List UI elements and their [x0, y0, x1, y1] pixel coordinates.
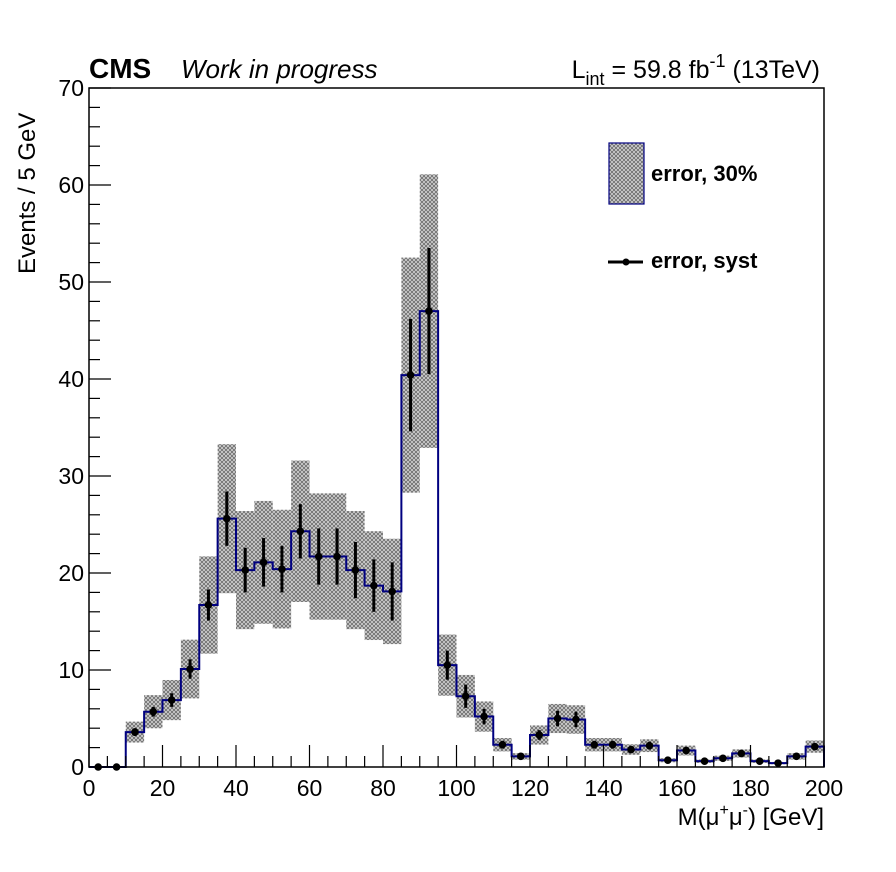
data-point — [737, 749, 746, 758]
xlabel-sup2: - — [743, 802, 748, 819]
points-layer — [94, 248, 819, 771]
data-point — [370, 581, 378, 590]
x-tick-label: 160 — [658, 775, 696, 801]
data-point — [388, 587, 396, 596]
data-point — [719, 754, 727, 763]
data-point — [774, 759, 782, 767]
data-point — [700, 757, 709, 765]
data-point — [351, 566, 360, 574]
x-tick-label: 20 — [150, 775, 176, 801]
y-tick-label: 40 — [58, 366, 84, 392]
y-tick-label: 30 — [58, 463, 84, 489]
x-tick-label: 140 — [584, 775, 622, 801]
data-point — [645, 741, 654, 750]
x-axis-title: M(μ+μ-) [GeV] — [678, 802, 824, 831]
x-tick-label: 120 — [511, 775, 549, 801]
x-tick-label: 0 — [83, 775, 96, 801]
data-point — [131, 728, 139, 736]
xlabel-prefix: M(μ — [678, 804, 720, 831]
x-tick-label: 180 — [731, 775, 769, 801]
lumi-suffix: (13TeV) — [726, 56, 820, 84]
data-point — [204, 601, 213, 609]
data-point — [553, 714, 562, 723]
data-point — [755, 757, 764, 765]
data-point — [278, 565, 286, 573]
data-point — [223, 514, 231, 523]
data-point — [149, 707, 158, 716]
data-point — [241, 566, 249, 574]
data-point — [572, 715, 580, 724]
x-ticks: 0 20 40 60 80 100 120 140 160 180 200 — [83, 745, 843, 801]
status-label: Work in progress — [181, 54, 378, 84]
xlabel-mid: μ — [729, 804, 743, 831]
y-tick-label: 60 — [58, 172, 84, 198]
data-point — [186, 665, 194, 673]
experiment-label: CMS — [89, 53, 151, 84]
data-point — [608, 740, 617, 749]
data-point — [461, 692, 470, 700]
y-tick-label: 20 — [58, 560, 84, 586]
y-tick-label: 10 — [58, 657, 84, 683]
legend: error, 30% error, syst — [608, 142, 758, 273]
data-point — [535, 731, 543, 739]
data-point — [682, 746, 690, 755]
data-point — [296, 527, 305, 536]
y-tick-label: 50 — [58, 269, 84, 295]
data-point — [792, 752, 801, 761]
x-tick-label: 60 — [297, 775, 323, 801]
y-ticks: 0 10 20 30 40 50 60 70 — [58, 75, 111, 780]
x-tick-label: 80 — [370, 775, 396, 801]
data-point — [627, 745, 635, 754]
y-tick-label: 0 — [71, 754, 84, 780]
data-point — [811, 742, 819, 751]
lumi-superscript: -1 — [710, 51, 726, 71]
lumi-prefix: L — [572, 56, 586, 84]
luminosity-label: Lint = 59.8 fb-1 (13TeV) — [572, 51, 820, 89]
data-point — [480, 712, 488, 721]
legend-band-label: error, 30% — [651, 161, 757, 186]
lumi-middle: = 59.8 fb — [605, 56, 710, 84]
x-tick-label: 200 — [805, 775, 843, 801]
xlabel-suffix: ) [GeV] — [748, 804, 824, 831]
data-point — [406, 371, 415, 379]
data-point — [314, 552, 323, 561]
data-point — [517, 752, 525, 761]
data-point — [333, 552, 341, 561]
legend-syst-label: error, syst — [651, 248, 758, 273]
x-tick-label: 100 — [437, 775, 475, 801]
data-point — [259, 558, 268, 567]
data-point — [167, 696, 176, 704]
data-point — [443, 661, 452, 669]
data-point — [425, 307, 433, 315]
x-tick-label: 40 — [223, 775, 249, 801]
legend-syst-marker — [622, 258, 630, 266]
xlabel-sup1: + — [719, 802, 728, 819]
legend-band-swatch — [608, 142, 645, 205]
data-point — [664, 756, 672, 765]
y-axis-title: Events / 5 GeV — [14, 113, 41, 274]
data-point — [590, 740, 599, 749]
data-point — [498, 740, 507, 749]
lumi-subscript: int — [586, 69, 605, 89]
y-tick-label: 70 — [58, 75, 84, 101]
